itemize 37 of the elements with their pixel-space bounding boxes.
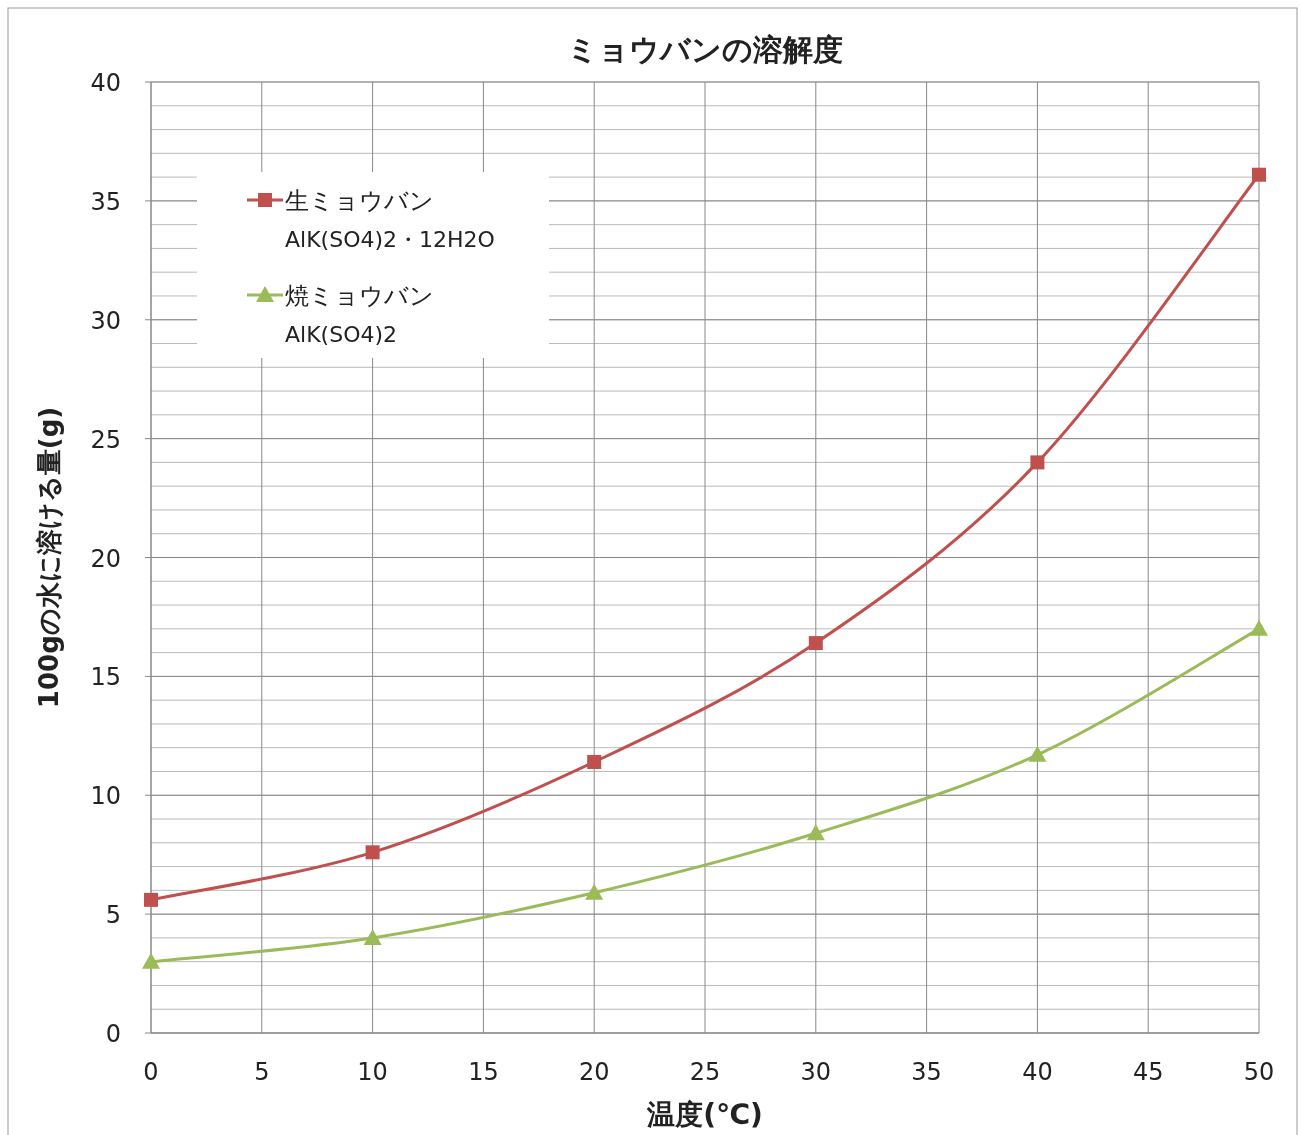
x-tick-label: 40 [1022,1058,1053,1086]
point [142,952,160,969]
point [808,636,823,651]
legend-label: 生ミョウバン AlK(SO4)2・12H2O [285,187,495,252]
x-axis-title: 温度(℃) [646,1098,763,1131]
x-tick-label: 45 [1132,1058,1164,1086]
y-tick-label: 10 [90,782,121,811]
y-tick-label: 20 [90,544,121,573]
y-tick-label: 40 [90,69,121,97]
point [585,883,604,900]
point [144,892,158,907]
y-tick-label: 0 [105,1020,121,1048]
x-tick-label: 0 [143,1058,159,1086]
point [806,824,825,841]
point [1252,167,1266,182]
y-axis-title: 100gの水に溶ける量(g) [34,406,64,709]
point [1250,619,1268,636]
point [1030,455,1045,470]
legend-label: 焼ミョウバン AlK(SO4)2 [285,282,434,347]
y-tick-label: 15 [90,663,121,692]
chart-title: ミョウバンの溶解度 [567,32,843,67]
x-tick-label: 35 [911,1058,942,1086]
point [1028,745,1047,762]
x-tick-label: 50 [1243,1058,1275,1086]
point [365,845,380,860]
point [587,754,602,769]
point [363,928,382,945]
y-tick-label: 30 [90,306,121,335]
y-tick-label: 25 [90,425,121,454]
y-tick-label: 35 [90,187,121,216]
x-tick-label: 15 [468,1058,499,1086]
x-tick-label: 25 [689,1058,721,1086]
x-tick-label: 30 [800,1058,832,1086]
x-tick-label: 5 [254,1058,270,1086]
x-tick-label: 20 [578,1058,610,1086]
y-tick-label: 5 [105,901,121,930]
x-tick-label: 10 [357,1058,388,1086]
